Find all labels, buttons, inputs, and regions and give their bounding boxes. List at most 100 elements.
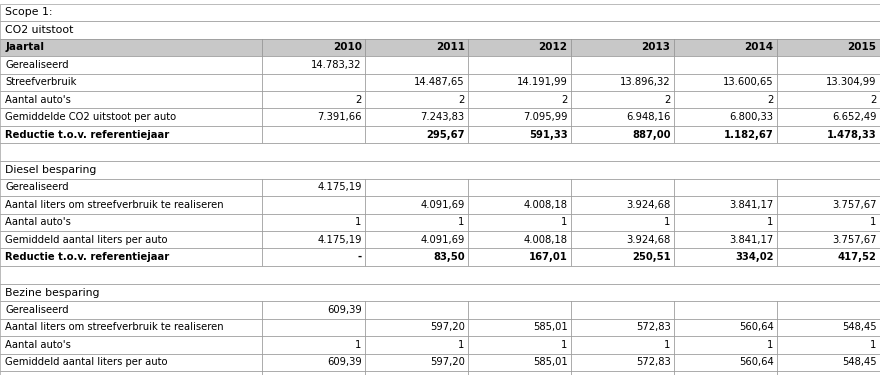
Text: Aantal auto's: Aantal auto's [5, 94, 71, 105]
Text: 2: 2 [458, 94, 465, 105]
Bar [777, 178, 880, 196]
Text: Scope 1:: Scope 1: [5, 8, 53, 18]
Text: Aantal liters om streefverbruik te realiseren: Aantal liters om streefverbruik te reali… [5, 200, 224, 210]
Text: 2011: 2011 [436, 42, 465, 52]
Text: 4.008,18: 4.008,18 [524, 200, 568, 210]
Text: 1: 1 [664, 217, 671, 227]
Text: 250,51: 250,51 [632, 252, 671, 262]
Bar [365, 178, 468, 196]
Text: CO2 uitstoot: CO2 uitstoot [5, 25, 74, 35]
Bar [468, 91, 571, 108]
Bar [468, 371, 571, 375]
Bar [468, 354, 571, 371]
Bar [468, 178, 571, 196]
Bar [468, 126, 571, 143]
Bar [0, 91, 262, 108]
Bar [0, 143, 880, 161]
Bar [674, 371, 777, 375]
Bar [777, 39, 880, 56]
Bar [571, 39, 674, 56]
Bar [571, 371, 674, 375]
Bar [0, 21, 880, 39]
Bar [262, 126, 365, 143]
Bar [262, 301, 365, 319]
Text: 2014: 2014 [744, 42, 774, 52]
Text: 560,64: 560,64 [739, 322, 774, 333]
Bar [777, 91, 880, 108]
Text: 3.841,17: 3.841,17 [730, 235, 774, 245]
Text: 887,00: 887,00 [632, 129, 671, 140]
Text: 7.095,99: 7.095,99 [523, 112, 568, 122]
Bar [262, 231, 365, 248]
Bar [571, 319, 674, 336]
Bar [365, 371, 468, 375]
Bar [674, 301, 777, 319]
Bar [674, 39, 777, 56]
Bar [262, 248, 365, 266]
Bar [262, 336, 365, 354]
Text: 2: 2 [356, 94, 362, 105]
Text: 2010: 2010 [333, 42, 362, 52]
Text: Gemiddeld aantal liters per auto: Gemiddeld aantal liters per auto [5, 235, 168, 245]
Text: Reductie t.o.v. referentiejaar: Reductie t.o.v. referentiejaar [5, 252, 170, 262]
Bar [0, 336, 262, 354]
Text: 14.191,99: 14.191,99 [517, 77, 568, 87]
Bar [262, 91, 365, 108]
Text: 7.243,83: 7.243,83 [421, 112, 465, 122]
Text: 1: 1 [664, 340, 671, 350]
Text: 6.948,16: 6.948,16 [627, 112, 671, 122]
Text: 4.175,19: 4.175,19 [317, 235, 362, 245]
Bar [674, 196, 777, 213]
Bar [777, 74, 880, 91]
Bar [262, 354, 365, 371]
Bar [777, 319, 880, 336]
Text: 2: 2 [767, 94, 774, 105]
Bar [365, 248, 468, 266]
Bar [365, 39, 468, 56]
Bar [365, 354, 468, 371]
Bar [674, 231, 777, 248]
Text: 14.783,32: 14.783,32 [312, 60, 362, 70]
Bar [0, 161, 880, 178]
Bar [571, 336, 674, 354]
Text: 14.487,65: 14.487,65 [414, 77, 465, 87]
Text: 2012: 2012 [539, 42, 568, 52]
Bar [674, 213, 777, 231]
Text: Gemiddeld aantal liters per auto: Gemiddeld aantal liters per auto [5, 357, 168, 368]
Bar [468, 248, 571, 266]
Bar [365, 336, 468, 354]
Bar [674, 336, 777, 354]
Bar [262, 196, 365, 213]
Bar [262, 74, 365, 91]
Bar [777, 301, 880, 319]
Text: Aantal liters om streefverbruik te realiseren: Aantal liters om streefverbruik te reali… [5, 322, 224, 333]
Text: Reductie t.o.v. referentiejaar: Reductie t.o.v. referentiejaar [5, 129, 170, 140]
Bar [674, 56, 777, 74]
Bar [777, 196, 880, 213]
Bar [0, 248, 262, 266]
Text: 3.757,67: 3.757,67 [832, 200, 876, 210]
Bar [262, 108, 365, 126]
Bar [571, 196, 674, 213]
Text: 2013: 2013 [642, 42, 671, 52]
Text: 4.091,69: 4.091,69 [421, 235, 465, 245]
Bar [262, 178, 365, 196]
Bar [0, 319, 262, 336]
Text: 3.757,67: 3.757,67 [832, 235, 876, 245]
Bar [365, 301, 468, 319]
Bar [262, 39, 365, 56]
Bar [0, 4, 880, 21]
Bar [468, 108, 571, 126]
Text: 13.896,32: 13.896,32 [620, 77, 671, 87]
Bar [0, 301, 262, 319]
Bar [468, 231, 571, 248]
Text: 295,67: 295,67 [426, 129, 465, 140]
Text: 1.182,67: 1.182,67 [723, 129, 774, 140]
Text: 1: 1 [767, 217, 774, 227]
Text: 7.391,66: 7.391,66 [317, 112, 362, 122]
Text: 1.478,33: 1.478,33 [827, 129, 876, 140]
Bar [777, 354, 880, 371]
Bar [571, 126, 674, 143]
Bar [365, 319, 468, 336]
Bar [0, 56, 262, 74]
